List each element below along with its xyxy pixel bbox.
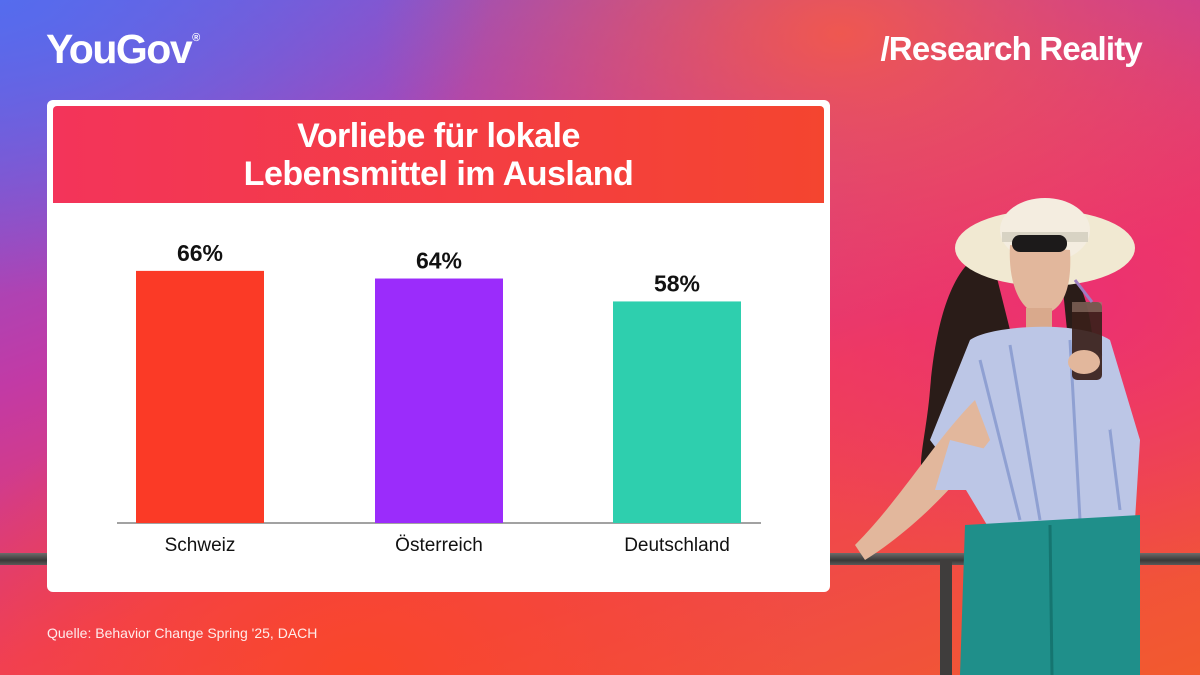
bar-chart: 66% Schweiz 64% Österreich 58% Deutschland	[117, 240, 761, 556]
railing-post	[940, 560, 952, 675]
category-label: Deutschland	[624, 535, 730, 556]
category-label: Schweiz	[165, 535, 236, 556]
bar-schweiz	[136, 270, 264, 523]
woman-with-drink-photo	[855, 198, 1140, 675]
category-label: Österreich	[395, 535, 483, 556]
yougov-logo: YouGov®	[46, 26, 200, 73]
registered-mark: ®	[192, 32, 200, 44]
logo-text: YouGov	[46, 26, 193, 72]
chart-title-line-1: Vorliebe für lokale	[297, 116, 580, 155]
data-label: 64%	[416, 248, 462, 274]
chart-title-line-2: Lebensmittel im Ausland	[243, 154, 634, 193]
bar-deutschland	[613, 301, 741, 523]
chart-card: Vorliebe für lokale Lebensmittel im Ausl…	[47, 100, 830, 592]
research-reality-tagline: /Research Reality	[880, 30, 1142, 67]
data-label: 66%	[177, 240, 223, 266]
chart-title: Vorliebe für lokale Lebensmittel im Ausl…	[53, 106, 824, 203]
source-note: Quelle: Behavior Change Spring '25, DACH	[47, 625, 318, 641]
data-label: 58%	[654, 270, 700, 296]
bar-österreich	[375, 278, 503, 523]
